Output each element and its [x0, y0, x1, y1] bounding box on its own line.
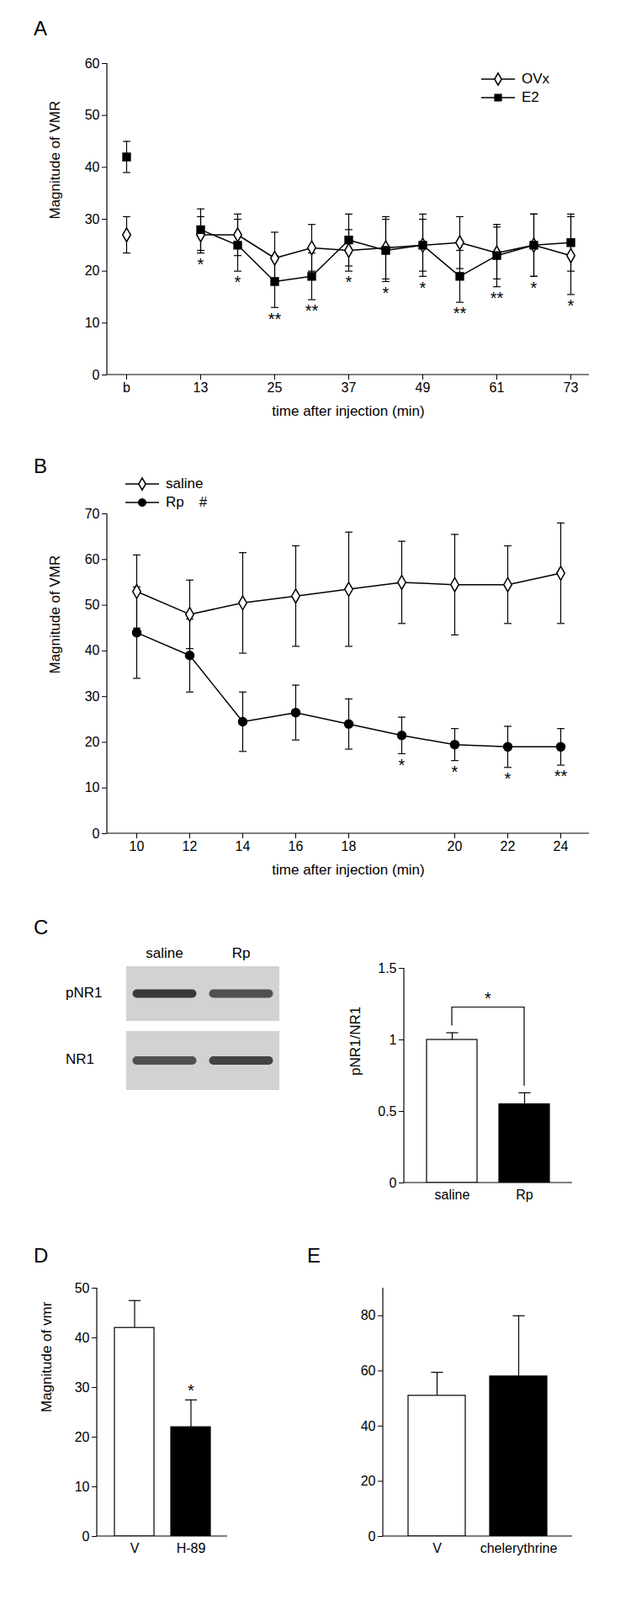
html-text:E2: E2 — [521, 89, 540, 106]
svg-text:**: ** — [453, 303, 467, 323]
svg-text:0: 0 — [389, 1175, 398, 1190]
svg-text:*: * — [419, 278, 427, 297]
svg-text:NR1: NR1 — [65, 1050, 95, 1067]
svg-text:*: * — [567, 296, 575, 315]
svg-text:*: * — [530, 278, 538, 297]
svg-text:V: V — [130, 1540, 140, 1555]
svg-text:b: b — [122, 380, 131, 395]
svg-text:40: 40 — [84, 642, 101, 658]
svg-text:*: * — [234, 272, 242, 292]
svg-text:*: * — [345, 272, 353, 292]
svg-text:time after injection (min): time after injection (min) — [271, 861, 425, 878]
svg-text:20: 20 — [360, 1473, 377, 1488]
svg-text:1: 1 — [389, 1032, 398, 1047]
svg-text:**: ** — [268, 309, 282, 329]
svg-text:30: 30 — [74, 1379, 91, 1395]
html-text:A: A — [33, 16, 48, 40]
svg-text:**: ** — [490, 288, 504, 308]
svg-text:time after injection (min): time after injection (min) — [271, 402, 425, 419]
svg-text:*: * — [484, 988, 492, 1008]
svg-text:*: * — [382, 283, 390, 303]
svg-text:40: 40 — [84, 159, 101, 175]
svg-text:*: * — [451, 762, 459, 781]
svg-text:22: 22 — [500, 838, 516, 854]
svg-text:V: V — [432, 1540, 442, 1555]
html-text:E: E — [307, 1243, 321, 1267]
svg-text:10: 10 — [84, 779, 101, 795]
svg-text:0: 0 — [82, 1528, 91, 1544]
svg-text:10: 10 — [84, 315, 101, 330]
svg-text:20: 20 — [84, 734, 101, 749]
svg-text:Magnitude of vmr: Magnitude of vmr — [38, 1300, 55, 1412]
svg-text:25: 25 — [267, 380, 283, 395]
svg-text:0: 0 — [92, 367, 101, 382]
svg-text:73: 73 — [563, 380, 579, 395]
svg-text:49: 49 — [415, 380, 431, 395]
svg-text:Rp: Rp — [515, 1187, 534, 1202]
svg-text:**: ** — [305, 301, 319, 320]
svg-text:40: 40 — [74, 1330, 91, 1345]
svg-text:pNR1: pNR1 — [65, 984, 102, 1001]
svg-text:saline: saline — [434, 1187, 471, 1202]
svg-text:saline: saline — [145, 944, 183, 961]
html-text:OVx: OVx — [521, 70, 550, 87]
svg-text:20: 20 — [84, 263, 101, 278]
svg-text:14: 14 — [235, 838, 251, 854]
svg-text:60: 60 — [360, 1362, 377, 1378]
svg-text:13: 13 — [193, 380, 209, 395]
html-text:B: B — [33, 454, 48, 478]
svg-text:60: 60 — [84, 56, 101, 71]
svg-text:60: 60 — [84, 551, 101, 567]
svg-text:Magnitude of VMR: Magnitude of VMR — [47, 100, 64, 220]
svg-text:*: * — [504, 768, 512, 788]
svg-text:80: 80 — [360, 1307, 377, 1322]
svg-text:30: 30 — [84, 689, 101, 704]
svg-text:30: 30 — [84, 212, 101, 227]
html-text:saline: saline — [165, 475, 204, 492]
svg-text:20: 20 — [74, 1429, 91, 1444]
svg-text:*: * — [398, 755, 406, 775]
svg-text:0.5: 0.5 — [377, 1103, 397, 1119]
svg-text:1.5: 1.5 — [377, 960, 397, 976]
svg-text:12: 12 — [182, 838, 198, 854]
svg-text:H-89: H-89 — [176, 1540, 207, 1555]
html-text:D: D — [33, 1243, 49, 1267]
svg-text:Rp: Rp — [232, 944, 251, 961]
svg-text:40: 40 — [360, 1418, 377, 1433]
svg-text:37: 37 — [341, 380, 357, 395]
svg-text:16: 16 — [288, 838, 304, 854]
svg-text:24: 24 — [553, 838, 569, 854]
svg-text:10: 10 — [129, 838, 145, 854]
svg-text:*: * — [187, 1380, 195, 1400]
svg-text:61: 61 — [489, 380, 505, 395]
svg-text:50: 50 — [74, 1280, 91, 1295]
svg-text:50: 50 — [84, 107, 101, 122]
svg-text:18: 18 — [341, 838, 357, 854]
svg-text:70: 70 — [84, 506, 101, 521]
svg-text:*: * — [197, 254, 205, 274]
svg-text:10: 10 — [74, 1479, 91, 1494]
svg-text:chelerythrine: chelerythrine — [480, 1540, 558, 1555]
svg-text:**: ** — [554, 766, 568, 785]
svg-text:0: 0 — [368, 1528, 377, 1544]
svg-text:0: 0 — [92, 826, 101, 841]
html-text:Rp: Rp — [165, 493, 184, 510]
html-text:C: C — [33, 915, 49, 939]
svg-text:20: 20 — [447, 838, 463, 854]
svg-text:50: 50 — [84, 597, 101, 612]
svg-text:pNR1/NR1: pNR1/NR1 — [347, 1006, 364, 1076]
svg-text:Magnitude of VMR: Magnitude of VMR — [47, 555, 64, 674]
